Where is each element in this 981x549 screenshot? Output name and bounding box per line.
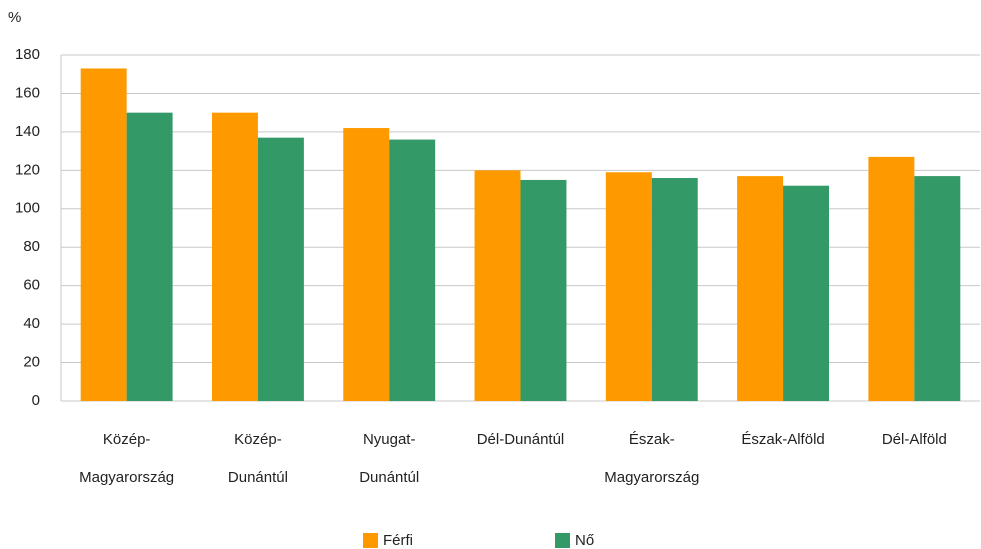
bar: [520, 179, 567, 401]
x-tick-label-line: Észak-: [629, 431, 675, 448]
legend-label: Férfi: [383, 532, 413, 549]
x-tick-label-line: Dunántúl: [228, 469, 288, 486]
bar: [783, 185, 830, 401]
x-tick-label-line: Észak-Alföld: [741, 431, 824, 448]
bar: [257, 137, 304, 401]
x-tick-label: Dél-Dunántúl: [477, 431, 565, 448]
x-tick-label-line: Magyarország: [79, 469, 174, 486]
y-tick-label: 120: [15, 161, 40, 178]
y-tick-label: 140: [15, 123, 40, 140]
x-tick-label-line: Dél-Alföld: [882, 431, 947, 448]
bar: [474, 170, 521, 401]
bar: [914, 176, 961, 401]
y-tick-label: 160: [15, 84, 40, 101]
x-tick-label-line: Nyugat-: [363, 431, 416, 448]
legend-label: Nő: [575, 532, 594, 549]
y-tick-label: 180: [15, 46, 40, 63]
y-tick-label: 60: [23, 277, 40, 294]
x-tick-label-line: Dunántúl: [359, 469, 419, 486]
y-axis-label: %: [8, 9, 21, 26]
legend-swatch: [555, 533, 570, 548]
bar: [605, 172, 652, 401]
bar: [651, 178, 698, 401]
x-tick-label: Közép- Magyarország: [79, 431, 174, 486]
bar: [126, 112, 173, 402]
y-tick-label: 20: [23, 354, 40, 371]
x-tick-label: Dél-Alföld: [882, 431, 947, 448]
bar: [343, 128, 390, 402]
y-tick-label: 0: [32, 392, 40, 409]
x-tick-label: Észak- Magyarország: [604, 431, 699, 486]
x-tick-label-line: Közép-: [103, 431, 151, 448]
x-tick-label-line: Dél-Dunántúl: [477, 431, 565, 448]
x-tick-label: Közép- Dunántúl: [228, 431, 288, 486]
bar: [80, 68, 127, 401]
x-tick-label-line: Magyarország: [604, 469, 699, 486]
y-tick-label: 80: [23, 238, 40, 255]
legend-swatch: [363, 533, 378, 548]
y-tick-label: 40: [23, 315, 40, 332]
bar: [389, 139, 436, 402]
x-tick-label: Észak-Alföld: [741, 431, 824, 448]
bar: [737, 176, 784, 401]
x-tick-label-line: Közép-: [234, 431, 282, 448]
y-tick-label: 100: [15, 200, 40, 217]
x-tick-label: Nyugat- Dunántúl: [359, 431, 419, 486]
bar: [868, 156, 915, 401]
bar: [211, 112, 258, 402]
